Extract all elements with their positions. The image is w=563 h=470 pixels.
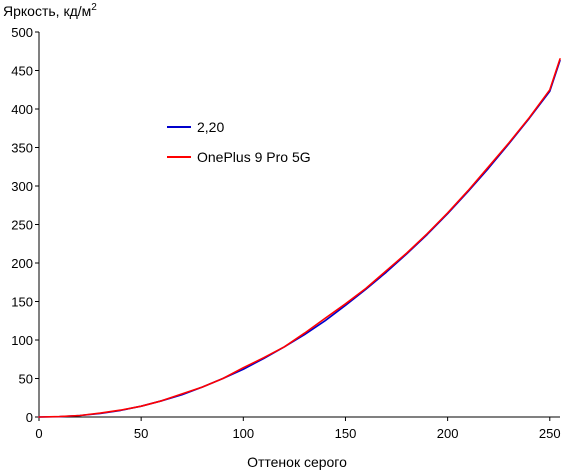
- y-tick-label: 100: [11, 333, 33, 348]
- legend: 2,20 OnePlus 9 Pro 5G: [167, 119, 311, 165]
- x-tick-label: 0: [35, 426, 42, 441]
- series-layer: [38, 58, 561, 418]
- y-tick-label: 450: [11, 64, 33, 79]
- y-axis-title-superscript: 2: [91, 2, 97, 13]
- y-tick-label: 50: [19, 372, 33, 387]
- y-tick-label: 400: [11, 102, 33, 117]
- x-tick-label: 250: [539, 426, 561, 441]
- series-line-1: [38, 59, 561, 418]
- y-tick-label: 500: [11, 25, 33, 40]
- y-tick-label: 300: [11, 179, 33, 194]
- y-tick-label: 200: [11, 256, 33, 271]
- y-tick-label: 150: [11, 295, 33, 310]
- y-tick-label: 350: [11, 141, 33, 156]
- axes: 0 50 100 150 200 250 300 350 400 450 500 0 50 100 150 2…: [11, 25, 560, 441]
- legend-label-1: 2,20: [197, 119, 224, 135]
- x-tick-label: 100: [232, 426, 254, 441]
- x-axis-title: Оттенок серого: [247, 454, 347, 470]
- x-tick-label: 150: [335, 426, 357, 441]
- series-line-2: [38, 58, 561, 418]
- x-tick-label: 200: [437, 426, 459, 441]
- legend-label-2: OnePlus 9 Pro 5G: [197, 149, 311, 165]
- y-tick-label: 0: [26, 410, 33, 425]
- y-axis-title: Яркость, кд/м2: [3, 2, 97, 19]
- x-tick-label: 50: [134, 426, 148, 441]
- y-tick-label: 250: [11, 218, 33, 233]
